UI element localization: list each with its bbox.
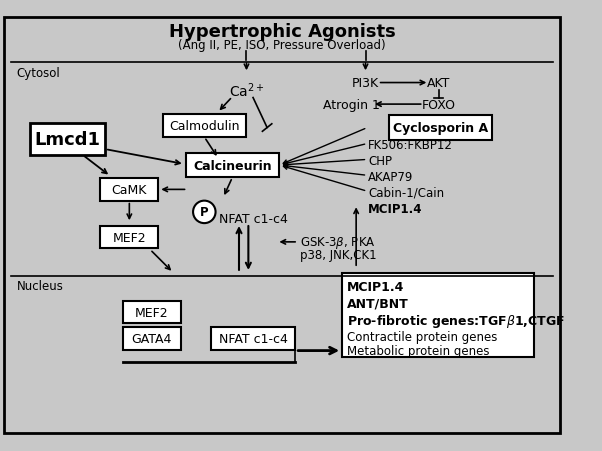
Text: GSK-3$\beta$, PKA: GSK-3$\beta$, PKA (300, 235, 376, 250)
Text: MEF2: MEF2 (135, 306, 169, 319)
Bar (211, 327, 295, 350)
Bar (185, 153, 279, 178)
Text: NFAT c1-c4: NFAT c1-c4 (219, 212, 288, 226)
Bar (342, 273, 534, 357)
Text: P: P (200, 206, 209, 219)
Bar (163, 115, 246, 138)
Text: MEF2: MEF2 (113, 231, 146, 244)
Circle shape (193, 201, 216, 224)
Bar (30, 124, 105, 155)
Text: FOXO: FOXO (421, 98, 456, 111)
Text: (Ang II, PE, ISO, Pressure Overload): (Ang II, PE, ISO, Pressure Overload) (178, 38, 386, 51)
Text: FK506:FKBP12: FK506:FKBP12 (368, 138, 453, 152)
Text: ANT/BNT: ANT/BNT (347, 297, 409, 309)
Text: Cabin-1/Cain: Cabin-1/Cain (368, 186, 444, 199)
Text: MCIP1.4: MCIP1.4 (347, 281, 404, 294)
Text: p38, JNK,CK1: p38, JNK,CK1 (300, 249, 376, 262)
Text: AKT: AKT (427, 77, 450, 90)
Text: Calcineurin: Calcineurin (193, 159, 272, 172)
Text: Contractile protein genes: Contractile protein genes (347, 330, 497, 343)
Text: CHP: CHP (368, 155, 393, 167)
Text: Lmcd1: Lmcd1 (34, 130, 101, 148)
Text: CaMK: CaMK (111, 184, 147, 197)
Bar (101, 226, 158, 249)
Text: Hypertrophic Agonists: Hypertrophic Agonists (169, 23, 396, 41)
Text: Cyclosporin A: Cyclosporin A (393, 122, 488, 135)
Bar (123, 301, 181, 324)
Text: Pro-fibrotic genes:TGF$\beta$1,CTGF: Pro-fibrotic genes:TGF$\beta$1,CTGF (347, 313, 565, 329)
Bar (123, 327, 181, 350)
Text: NFAT c1-c4: NFAT c1-c4 (219, 332, 288, 345)
Text: AKAP79: AKAP79 (368, 170, 414, 184)
Bar (101, 179, 158, 201)
Text: Nucleus: Nucleus (17, 280, 64, 293)
Text: MCIP1.4: MCIP1.4 (368, 202, 423, 215)
Text: Metabolic protein genes: Metabolic protein genes (347, 344, 489, 357)
Text: PI3K: PI3K (352, 77, 379, 90)
Text: Calmodulin: Calmodulin (169, 120, 240, 133)
Text: GATA4: GATA4 (132, 332, 172, 345)
Text: Ca$^{2+}$: Ca$^{2+}$ (229, 82, 264, 100)
Text: Atrogin 1: Atrogin 1 (323, 98, 380, 111)
Text: Cytosol: Cytosol (17, 67, 61, 79)
Bar (389, 116, 492, 140)
